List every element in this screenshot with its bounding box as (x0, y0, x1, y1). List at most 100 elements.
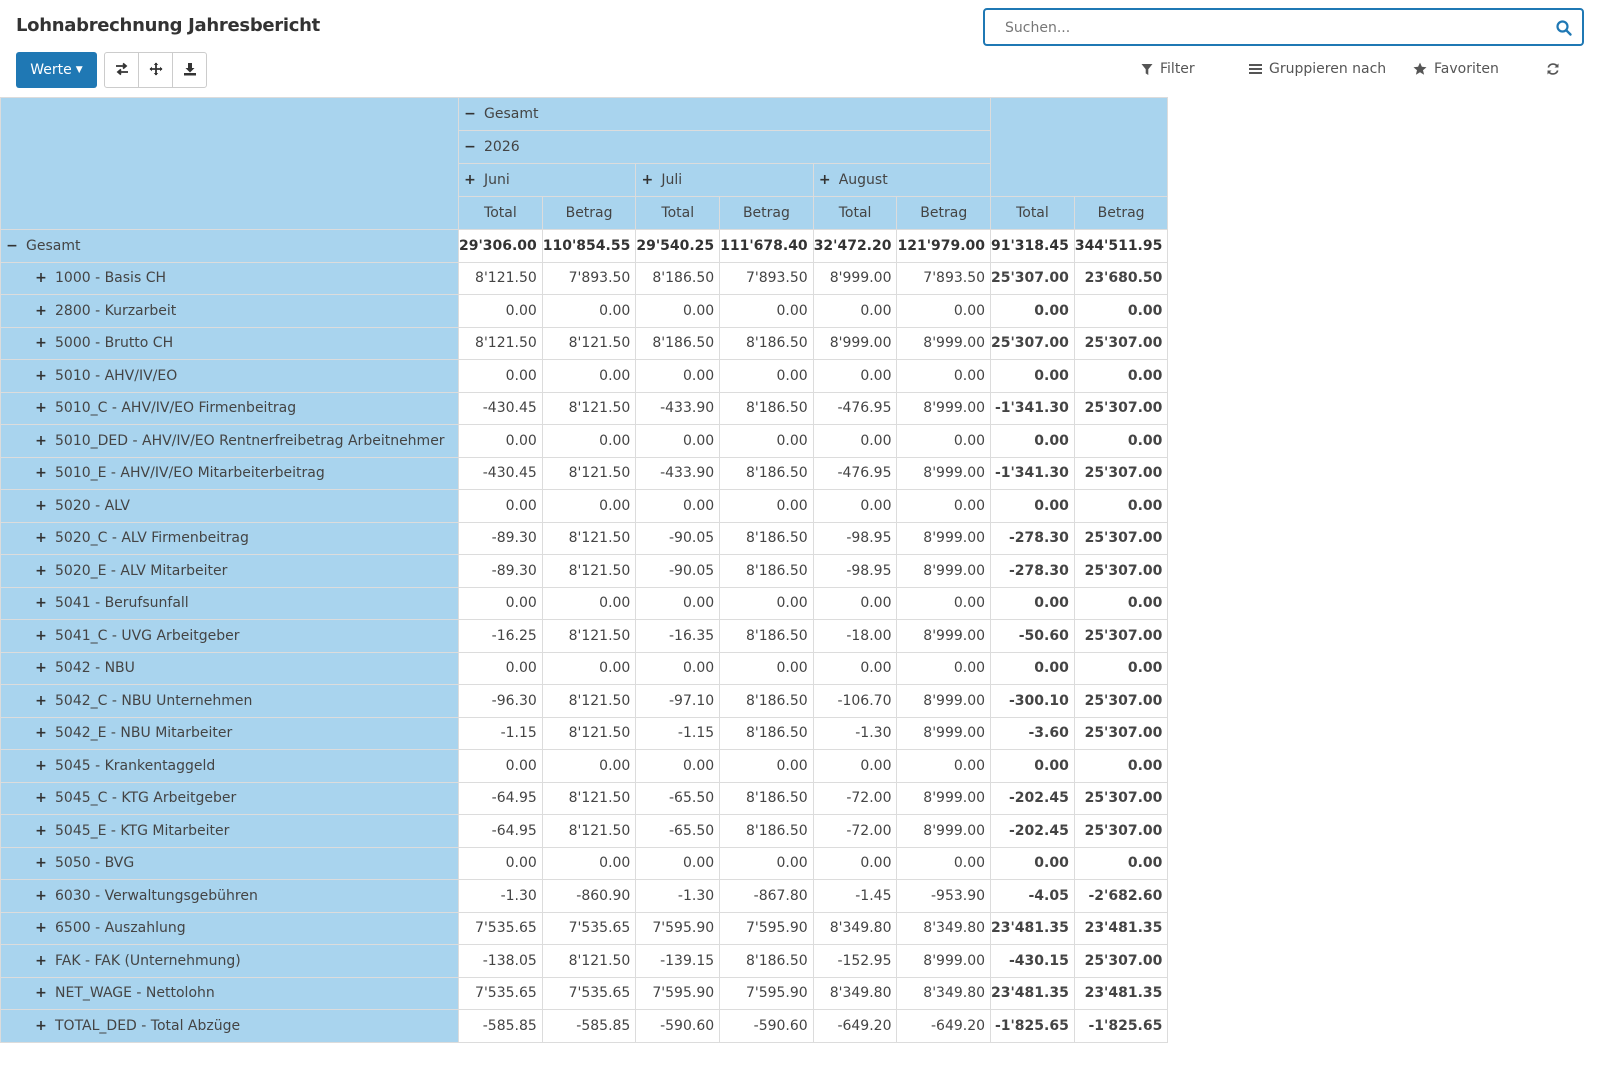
pivot-cell[interactable]: -106.70 (812, 684, 898, 718)
row-header[interactable]: +2800 - Kurzarbeit (0, 294, 459, 328)
pivot-cell[interactable]: 0.00 (1073, 846, 1169, 880)
pivot-cell[interactable]: -202.45 (990, 814, 1075, 848)
row-header[interactable]: +5045_E - KTG Mitarbeiter (0, 814, 459, 848)
row-header[interactable]: +6500 - Auszahlung (0, 911, 459, 945)
pivot-cell[interactable]: 0.00 (896, 651, 992, 685)
pivot-cell[interactable]: -278.30 (990, 521, 1075, 555)
pivot-cell[interactable]: 0.00 (719, 489, 814, 523)
pivot-cell[interactable]: 0.00 (458, 489, 543, 523)
pivot-cell[interactable]: 8'121.50 (541, 391, 637, 425)
pivot-cell[interactable]: 8'999.00 (812, 326, 898, 360)
pivot-cell[interactable]: -1.30 (635, 879, 721, 913)
pivot-cell[interactable]: 91'318.45 (990, 229, 1075, 263)
pivot-cell[interactable]: 8'121.50 (541, 944, 637, 978)
row-header[interactable]: +5042_E - NBU Mitarbeiter (0, 716, 459, 750)
pivot-cell[interactable]: 0.00 (458, 749, 543, 783)
pivot-cell[interactable]: 8'186.50 (719, 781, 814, 815)
favorites-menu[interactable]: Favoriten (1413, 58, 1499, 80)
pivot-cell[interactable]: -152.95 (812, 944, 898, 978)
pivot-cell[interactable]: 0.00 (719, 651, 814, 685)
pivot-cell[interactable]: 0.00 (635, 846, 721, 880)
pivot-cell[interactable]: -97.10 (635, 684, 721, 718)
row-header[interactable]: +5010 - AHV/IV/EO (0, 359, 459, 393)
pivot-cell[interactable]: -98.95 (812, 521, 898, 555)
pivot-cell[interactable]: 7'893.50 (896, 261, 992, 295)
measure-header[interactable]: Betrag (541, 196, 637, 230)
pivot-cell[interactable]: 8'999.00 (896, 391, 992, 425)
pivot-cell[interactable]: -65.50 (635, 781, 721, 815)
pivot-cell[interactable]: 8'186.50 (719, 391, 814, 425)
measure-header[interactable]: Total (458, 196, 543, 230)
pivot-cell[interactable]: 0.00 (458, 846, 543, 880)
pivot-cell[interactable]: 8'999.00 (896, 781, 992, 815)
pivot-cell[interactable]: 8'121.50 (541, 521, 637, 555)
pivot-cell[interactable]: 29'540.25 (635, 229, 721, 263)
pivot-cell[interactable]: -867.80 (719, 879, 814, 913)
pivot-cell[interactable]: 0.00 (896, 586, 992, 620)
flip-axis-button[interactable] (104, 52, 139, 88)
pivot-cell[interactable]: 8'186.50 (719, 554, 814, 588)
pivot-cell[interactable]: 0.00 (896, 294, 992, 328)
pivot-cell[interactable]: -16.35 (635, 619, 721, 653)
pivot-cell[interactable]: -1'341.30 (990, 391, 1075, 425)
pivot-cell[interactable]: -278.30 (990, 554, 1075, 588)
refresh-button[interactable] (1546, 58, 1560, 80)
pivot-cell[interactable]: -50.60 (990, 619, 1075, 653)
row-header[interactable]: +5041_C - UVG Arbeitgeber (0, 619, 459, 653)
pivot-cell[interactable]: -1.15 (458, 716, 543, 750)
pivot-cell[interactable]: 8'999.00 (896, 814, 992, 848)
pivot-cell[interactable]: 8'349.80 (896, 976, 992, 1010)
pivot-cell[interactable]: 0.00 (990, 651, 1075, 685)
row-header[interactable]: +1000 - Basis CH (0, 261, 459, 295)
pivot-cell[interactable]: 7'535.65 (458, 911, 543, 945)
pivot-cell[interactable]: 8'999.00 (896, 944, 992, 978)
row-header[interactable]: +5020 - ALV (0, 489, 459, 523)
pivot-cell[interactable]: 0.00 (458, 294, 543, 328)
col-header-month[interactable]: + August (812, 163, 992, 197)
pivot-cell[interactable]: 0.00 (635, 586, 721, 620)
row-header[interactable]: +5020_E - ALV Mitarbeiter (0, 554, 459, 588)
pivot-cell[interactable]: 0.00 (635, 424, 721, 458)
pivot-cell[interactable]: 0.00 (635, 489, 721, 523)
pivot-cell[interactable]: 0.00 (719, 846, 814, 880)
pivot-cell[interactable]: 0.00 (1073, 651, 1169, 685)
pivot-cell[interactable]: 0.00 (1073, 749, 1169, 783)
pivot-cell[interactable]: -64.95 (458, 814, 543, 848)
pivot-cell[interactable]: 0.00 (458, 424, 543, 458)
pivot-cell[interactable]: 25'307.00 (1073, 781, 1169, 815)
pivot-cell[interactable]: 7'535.65 (458, 976, 543, 1010)
row-header[interactable]: +5050 - BVG (0, 846, 459, 880)
pivot-cell[interactable]: 7'535.65 (541, 911, 637, 945)
pivot-cell[interactable]: 8'121.50 (541, 619, 637, 653)
pivot-cell[interactable]: -72.00 (812, 814, 898, 848)
pivot-cell[interactable]: 8'186.50 (719, 814, 814, 848)
expand-all-button[interactable] (138, 52, 173, 88)
pivot-cell[interactable]: 25'307.00 (1073, 684, 1169, 718)
pivot-cell[interactable]: 0.00 (812, 359, 898, 393)
pivot-cell[interactable]: -64.95 (458, 781, 543, 815)
pivot-cell[interactable]: 0.00 (458, 359, 543, 393)
row-header[interactable]: + FAK - FAK (Unternehmung) (0, 944, 459, 978)
pivot-cell[interactable]: 8'186.50 (719, 716, 814, 750)
pivot-cell[interactable]: 23'481.35 (1073, 976, 1169, 1010)
pivot-cell[interactable]: 25'307.00 (1073, 391, 1169, 425)
pivot-cell[interactable]: 0.00 (635, 294, 721, 328)
pivot-cell[interactable]: -96.30 (458, 684, 543, 718)
pivot-cell[interactable]: 8'121.50 (541, 456, 637, 490)
pivot-cell[interactable]: 8'121.50 (541, 554, 637, 588)
pivot-cell[interactable]: 0.00 (990, 586, 1075, 620)
pivot-cell[interactable]: 7'595.90 (635, 976, 721, 1010)
pivot-cell[interactable]: -590.60 (719, 1009, 814, 1043)
col-header-month[interactable]: + Juli (635, 163, 814, 197)
pivot-cell[interactable]: 0.00 (812, 489, 898, 523)
pivot-cell[interactable]: -300.10 (990, 684, 1075, 718)
pivot-cell[interactable]: 0.00 (812, 424, 898, 458)
pivot-cell[interactable]: 29'306.00 (458, 229, 543, 263)
pivot-cell[interactable]: 0.00 (635, 749, 721, 783)
pivot-cell[interactable]: 8'186.50 (719, 944, 814, 978)
pivot-cell[interactable]: 0.00 (896, 424, 992, 458)
pivot-cell[interactable]: 7'893.50 (719, 261, 814, 295)
pivot-cell[interactable]: -16.25 (458, 619, 543, 653)
pivot-cell[interactable]: -138.05 (458, 944, 543, 978)
pivot-cell[interactable]: -953.90 (896, 879, 992, 913)
